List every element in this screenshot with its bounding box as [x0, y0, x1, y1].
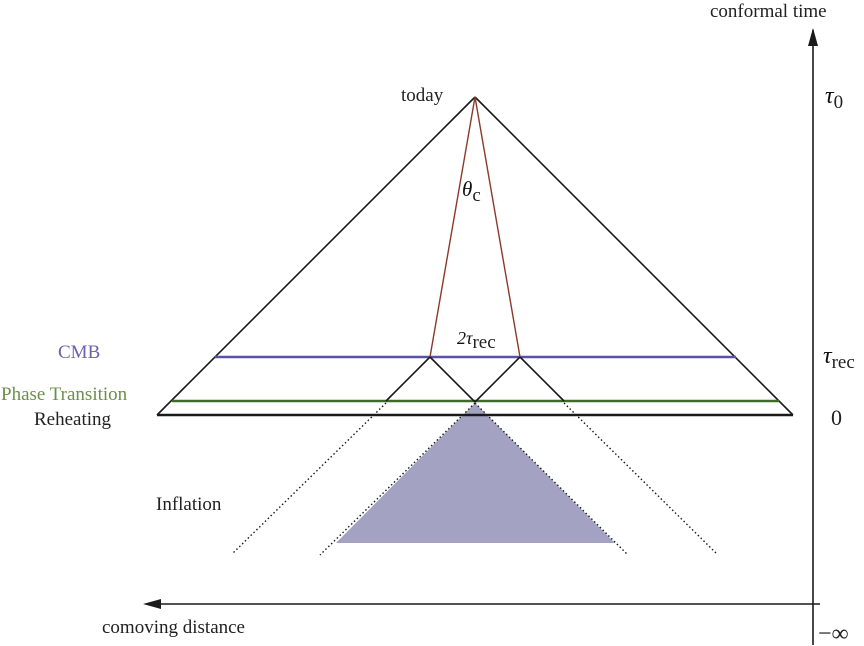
two-tau-subscript: rec	[472, 332, 495, 353]
axis-time-label: conformal time	[710, 1, 827, 22]
cmb-label: CMB	[58, 342, 100, 363]
two-tau-rec-label: 2τrec	[457, 328, 496, 353]
axis-distance-label: comoving distance	[102, 617, 245, 638]
tick-tau0: τ0	[825, 83, 843, 113]
inflation-dotted-lines	[232, 402, 717, 556]
theta-symbol: θ	[462, 177, 472, 201]
tick-taurec: τrec	[823, 343, 855, 373]
past-light-cone	[156, 96, 794, 416]
tick-zero: 0	[831, 405, 842, 430]
two-tau-prefix: 2τ	[457, 328, 473, 348]
cmb-light-cones	[385, 356, 565, 403]
tick-tau0-symbol: τ	[825, 83, 835, 109]
theta-c-label: θc	[462, 177, 481, 206]
time-axis-arrow-icon	[808, 28, 818, 46]
tick-tau0-subscript: 0	[834, 92, 844, 113]
theta-subscript: c	[472, 185, 480, 206]
tick-taurec-symbol: τ	[823, 343, 833, 369]
sight-lines	[429, 96, 521, 358]
reheating-label: Reheating	[34, 409, 112, 430]
today-label: today	[401, 85, 444, 106]
distance-axis-arrow-icon	[143, 599, 161, 609]
tick-taurec-subscript: rec	[832, 352, 855, 373]
phase-transition-label: Phase Transition	[1, 384, 128, 405]
inflation-region	[336, 403, 615, 543]
inflation-label: Inflation	[156, 494, 222, 515]
tick-minus-infinity: −∞	[818, 621, 849, 646]
